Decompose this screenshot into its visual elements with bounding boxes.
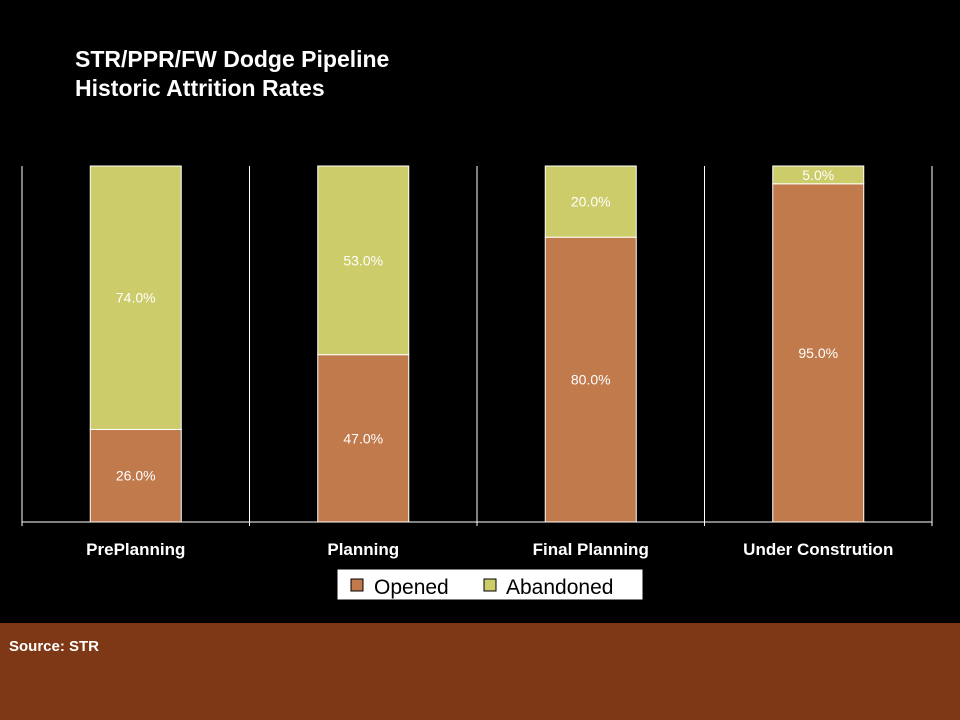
legend-swatch-opened	[350, 578, 364, 592]
bar-abandoned-2	[317, 165, 410, 356]
bar-labels: 26.0% 74.0% 47.0% 53.0% 80.0% 20.0% 95.0% 5.0%	[116, 167, 838, 484]
title-line-2: Historic Attrition Rates	[75, 75, 325, 101]
bar-opened-4	[772, 183, 865, 523]
data-label-opened-3: 80.0%	[571, 372, 611, 388]
bar-abandoned-1	[89, 165, 182, 430]
data-label-abandoned-3: 20.0%	[571, 194, 611, 210]
legend-label-abandoned: Abandoned	[506, 576, 613, 599]
data-label-abandoned-4: 5.0%	[802, 167, 834, 183]
bar-abandoned-3	[544, 165, 637, 238]
category-label-1: PrePlanning	[86, 540, 185, 559]
legend: Opened Abandoned	[336, 568, 644, 601]
category-label-3: Final Planning	[533, 540, 649, 559]
bars	[89, 165, 865, 523]
category-labels: PrePlanning Planning Final Planning Under C…	[86, 540, 893, 559]
title-line-1: STR/PPR/FW Dodge Pipeline	[75, 46, 390, 72]
source-note: Source: STR	[9, 638, 100, 655]
data-label-opened-1: 26.0%	[116, 468, 156, 484]
data-label-abandoned-2: 53.0%	[343, 252, 383, 268]
legend-label-opened: Opened	[374, 576, 449, 599]
stacked-bar-chart: 26.0%74.0%47.0%53.0%80.0%20.0%95.0%5.0% …	[21, 165, 933, 601]
category-label-2: Planning	[327, 540, 399, 559]
bar-opened-3	[544, 236, 637, 523]
bar-opened-2	[317, 354, 410, 523]
data-label-opened-4: 95.0%	[798, 345, 838, 361]
footer-bar: Source: STR	[0, 623, 960, 720]
chart-title: STR/PPR/FW Dodge Pipeline Historic Attri…	[75, 45, 389, 103]
bar-opened-1	[89, 428, 182, 523]
legend-swatch-abandoned	[483, 578, 497, 592]
category-label-4: Under Constrution	[743, 540, 893, 559]
bar-abandoned-4	[772, 165, 865, 185]
data-label-opened-2: 47.0%	[343, 430, 383, 446]
data-label-abandoned-1: 74.0%	[116, 290, 156, 306]
